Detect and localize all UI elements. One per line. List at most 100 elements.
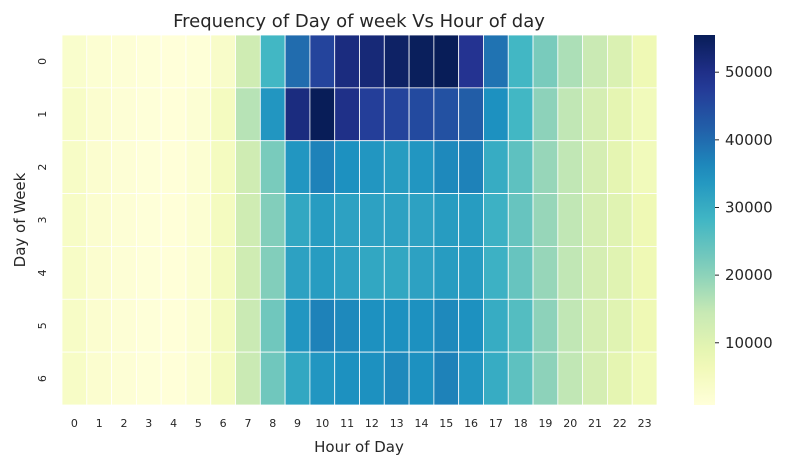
x-tick-label: 7 — [244, 417, 251, 430]
heatmap-cell — [507, 298, 534, 353]
colorbar-tick-label: 30000 — [725, 198, 773, 216]
heatmap-cell — [334, 298, 360, 353]
heatmap-cell — [433, 246, 460, 300]
heatmap-cell — [359, 246, 385, 300]
heatmap-cell — [408, 246, 435, 300]
y-tick-label: 0 — [36, 58, 49, 65]
heatmap-cell — [631, 193, 658, 247]
heatmap-cell — [185, 87, 212, 142]
y-tick-label: 2 — [36, 164, 49, 171]
heatmap-cell — [408, 298, 435, 353]
heatmap-cell — [483, 298, 509, 353]
heatmap-cell — [259, 34, 286, 89]
heatmap-cell — [259, 193, 286, 247]
heatmap-cell — [61, 298, 88, 353]
heatmap-cell — [61, 193, 88, 247]
x-axis-ticks: 0 1 2 3 4 5 6 7 8 9 10 11 12 13 14 15 16 17 18 19 20 21 22 23 — [71, 417, 652, 430]
heatmap-cell — [259, 298, 286, 353]
y-axis-label: Day of Week — [11, 172, 29, 267]
heatmap-cell — [557, 140, 584, 194]
heatmap-cell — [86, 246, 112, 300]
x-tick-label: 9 — [294, 417, 301, 430]
heatmap-cell — [383, 140, 410, 194]
heatmap-cell — [383, 193, 410, 247]
heatmap-cell — [507, 87, 534, 142]
heatmap-cell — [86, 298, 112, 353]
heatmap-cell — [61, 246, 88, 300]
y-tick-label: 6 — [36, 375, 49, 382]
y-tick-label: 3 — [36, 217, 49, 224]
heatmap-cell — [309, 246, 336, 300]
heatmap-cell — [607, 193, 633, 247]
heatmap-cell — [532, 246, 559, 300]
heatmap-cell — [259, 246, 286, 300]
x-tick-label: 13 — [390, 417, 404, 430]
heatmap-cell — [185, 246, 212, 300]
heatmap-cell — [111, 351, 137, 406]
x-tick-label: 11 — [340, 417, 354, 430]
heatmap-cell — [557, 193, 584, 247]
heatmap-cell — [483, 246, 509, 300]
heatmap-cell — [309, 140, 336, 194]
x-tick-label: 0 — [71, 417, 78, 430]
heatmap-cell — [507, 140, 534, 194]
heatmap-cell — [309, 34, 336, 89]
heatmap-cell — [334, 193, 360, 247]
heatmap-cell — [284, 246, 311, 300]
heatmap-cell — [433, 34, 460, 89]
heatmap-cell — [532, 140, 559, 194]
x-tick-label: 18 — [514, 417, 528, 430]
heatmap-cell — [532, 193, 559, 247]
heatmap-cell — [185, 193, 212, 247]
heatmap-cell — [259, 87, 286, 142]
heatmap-cell — [532, 87, 559, 142]
heatmap-cell — [582, 246, 608, 300]
heatmap-cell — [582, 351, 608, 406]
heatmap-cell — [135, 193, 162, 247]
heatmap-cell — [86, 351, 112, 406]
heatmap-cell — [334, 87, 360, 142]
heatmap-cell — [210, 140, 236, 194]
heatmap-cell — [284, 298, 311, 353]
heatmap-cell — [408, 193, 435, 247]
heatmap-cell — [235, 87, 261, 142]
heatmap-cell — [557, 351, 584, 406]
heatmap-cell — [631, 34, 658, 89]
heatmap-cell — [86, 87, 112, 142]
x-tick-label: 12 — [365, 417, 379, 430]
colorbar-tick-label: 50000 — [725, 63, 773, 81]
heatmap-cell — [111, 140, 137, 194]
x-tick-label: 21 — [588, 417, 602, 430]
heatmap-cell — [607, 140, 633, 194]
heatmap-cell — [210, 87, 236, 142]
heatmap-cell — [383, 351, 410, 406]
heatmap-cell — [483, 351, 509, 406]
heatmap-cell — [631, 87, 658, 142]
x-tick-label: 14 — [414, 417, 428, 430]
heatmap-cell — [61, 140, 88, 194]
heatmap-cell — [383, 298, 410, 353]
colorbar-ticks: 10000 20000 30000 40000 50000 — [715, 63, 773, 352]
heatmap-cell — [483, 34, 509, 89]
heatmap-cell — [483, 193, 509, 247]
x-tick-label: 8 — [269, 417, 276, 430]
heatmap-cell — [61, 351, 88, 406]
heatmap-cell — [458, 298, 484, 353]
heatmap-cell — [160, 298, 187, 353]
y-tick-label: 5 — [36, 322, 49, 329]
heatmap-cell — [408, 351, 435, 406]
heatmap-cell — [210, 246, 236, 300]
heatmap-cell — [235, 351, 261, 406]
heatmap-cell — [557, 87, 584, 142]
heatmap-cell — [309, 298, 336, 353]
heatmap-cell — [483, 140, 509, 194]
x-tick-label: 5 — [195, 417, 202, 430]
heatmap-cell — [507, 34, 534, 89]
chart-title: Frequency of Day of week Vs Hour of day — [173, 11, 545, 32]
x-tick-label: 22 — [613, 417, 627, 430]
heatmap-cell — [532, 351, 559, 406]
heatmap-cells — [61, 34, 658, 406]
heatmap-cell — [582, 193, 608, 247]
heatmap-cell — [458, 246, 484, 300]
heatmap-cell — [235, 140, 261, 194]
